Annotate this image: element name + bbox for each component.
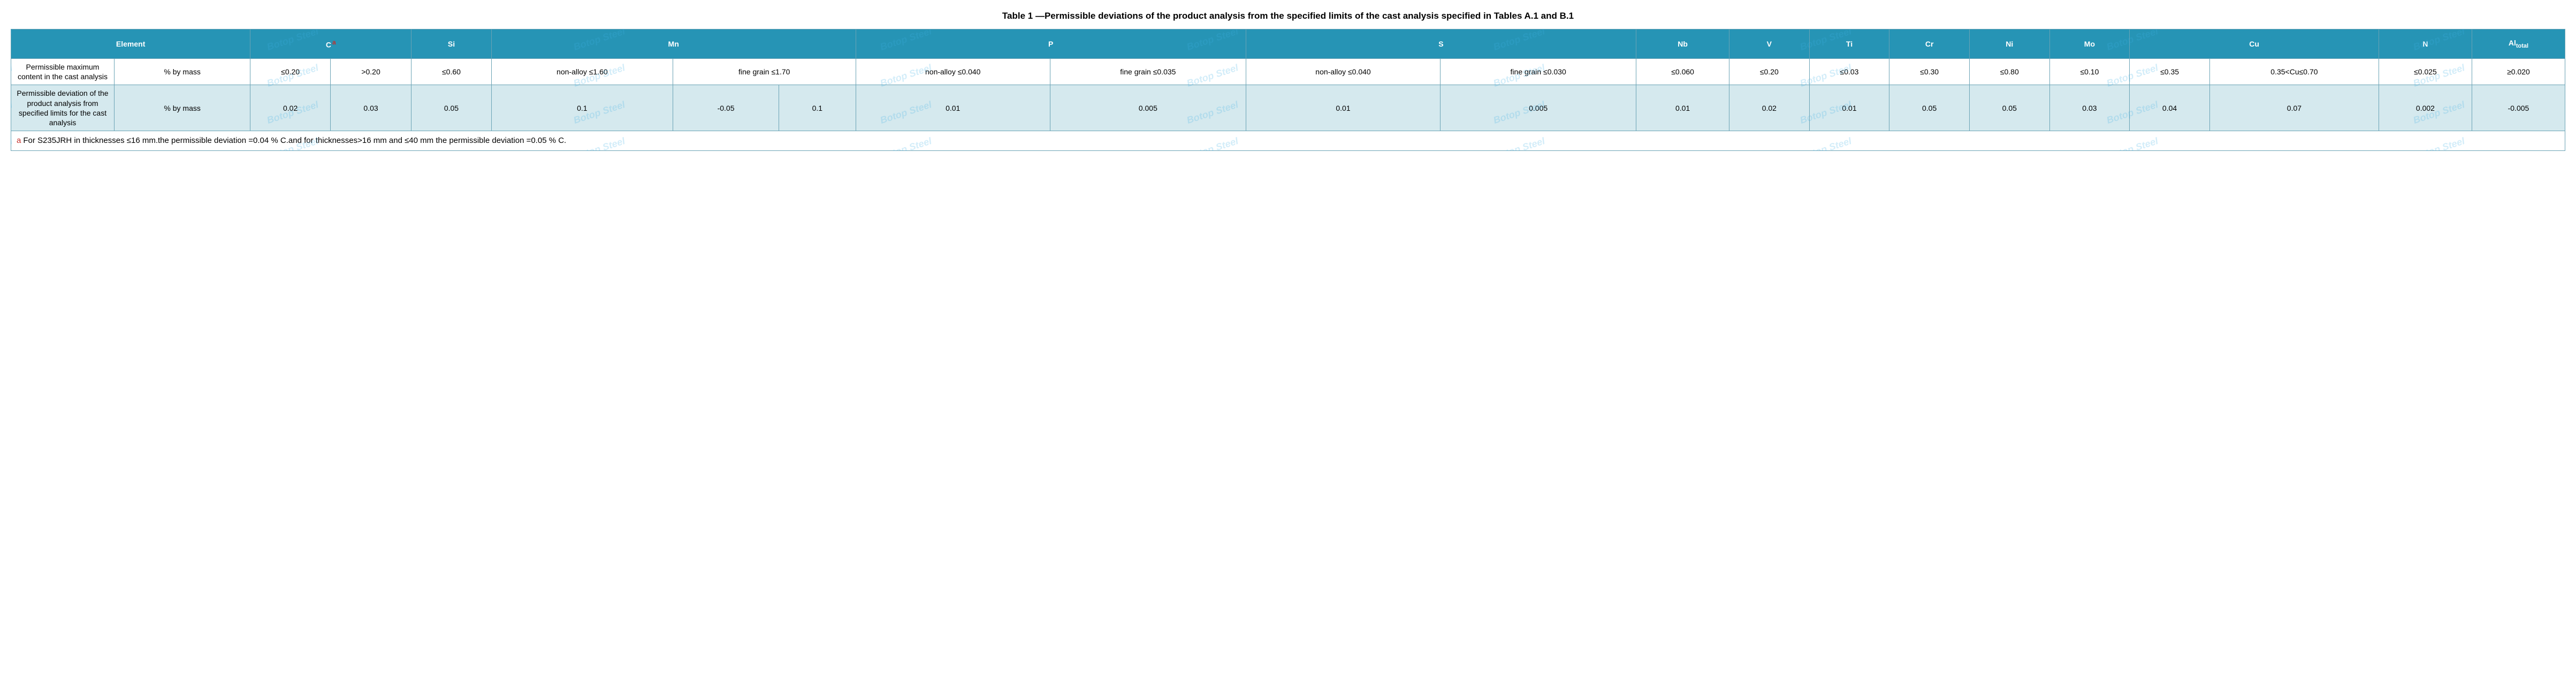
col-ni: Ni (1969, 29, 2049, 59)
row1-si: ≤0.60 (411, 59, 492, 85)
col-cr: Cr (1889, 29, 1970, 59)
row1-mn-fg: fine grain ≤1.70 (673, 59, 856, 85)
row1-n: ≤0.025 (2379, 59, 2472, 85)
row2-mo: 0.03 (2049, 85, 2130, 131)
row2-c1: 0.02 (250, 85, 331, 131)
row2-p-fg: 0.005 (1050, 85, 1246, 131)
col-mn: Mn (491, 29, 856, 59)
row2-s-fg: 0.005 (1441, 85, 1636, 131)
row1-al: ≥0.020 (2472, 59, 2565, 85)
row1-ti: ≤0.03 (1809, 59, 1889, 85)
row2-s-na: 0.01 (1246, 85, 1440, 131)
row2-c2: 0.03 (330, 85, 411, 131)
col-cu: Cu (2130, 29, 2379, 59)
row2-cu2: 0.07 (2209, 85, 2379, 131)
row2-n: 0.002 (2379, 85, 2472, 131)
col-v: V (1729, 29, 1810, 59)
row2-cu1: 0.04 (2130, 85, 2210, 131)
row1-v: ≤0.20 (1729, 59, 1810, 85)
row2-si: 0.05 (411, 85, 492, 131)
header-row: Element Ca Si Mn P S Nb V Ti Cr Ni Mo Cu… (11, 29, 2565, 59)
row1-cu2: 0.35<Cu≤0.70 (2209, 59, 2379, 85)
row1-c1: ≤0.20 (250, 59, 331, 85)
col-ti: Ti (1809, 29, 1889, 59)
row1-s-fg: fine grain ≤0.030 (1441, 59, 1636, 85)
row1-mn-na: non-alloy ≤1.60 (491, 59, 673, 85)
row2-cr: 0.05 (1889, 85, 1970, 131)
row2-nb: 0.01 (1636, 85, 1729, 131)
col-mo: Mo (2049, 29, 2130, 59)
row1-p-na: non-alloy ≤0.040 (856, 59, 1050, 85)
row2-v: 0.02 (1729, 85, 1810, 131)
row2-ni: 0.05 (1969, 85, 2049, 131)
col-p: P (856, 29, 1246, 59)
row2-unit: % by mass (115, 85, 250, 131)
col-c-sup: a (331, 39, 336, 46)
col-s: S (1246, 29, 1636, 59)
row1-label: Permissible maximum content in the cast … (11, 59, 115, 85)
row2-p-na: 0.01 (856, 85, 1050, 131)
footnote-row: aFor S235JRH in thicknesses ≤16 mm.the p… (11, 131, 2565, 151)
row2-label: Permissible deviation of the product ana… (11, 85, 115, 131)
row1-p-fg: fine grain ≤0.035 (1050, 59, 1246, 85)
col-si: Si (411, 29, 492, 59)
row1-nb: ≤0.060 (1636, 59, 1729, 85)
row2-mn-na: 0.1 (491, 85, 673, 131)
col-n: N (2379, 29, 2472, 59)
row1-unit: % by mass (115, 59, 250, 85)
col-al: Altotal (2472, 29, 2565, 59)
col-c: Ca (250, 29, 411, 59)
row2-ti: 0.01 (1809, 85, 1889, 131)
footnote-cell: aFor S235JRH in thicknesses ≤16 mm.the p… (11, 131, 2565, 151)
col-nb: Nb (1636, 29, 1729, 59)
footnote-marker: a (17, 136, 23, 145)
row2-mn-fg-a: -0.05 (673, 85, 779, 131)
row1-c2: >0.20 (330, 59, 411, 85)
row1-cu1: ≤0.35 (2130, 59, 2210, 85)
table-title: Table 1 —Permissible deviations of the p… (11, 11, 2565, 21)
row1-s-na: non-alloy ≤0.040 (1246, 59, 1440, 85)
col-al-sub: total (2516, 43, 2528, 49)
row1-cr: ≤0.30 (1889, 59, 1970, 85)
table-container: Botop SteelBotop SteelBotop SteelBotop S… (11, 29, 2565, 151)
col-c-label: C (326, 40, 331, 49)
row-deviation: Permissible deviation of the product ana… (11, 85, 2565, 131)
col-element: Element (11, 29, 250, 59)
row-max-content: Permissible maximum content in the cast … (11, 59, 2565, 85)
col-al-label: Al (2509, 39, 2516, 47)
row1-mo: ≤0.10 (2049, 59, 2130, 85)
footnote-text: For S235JRH in thicknesses ≤16 mm.the pe… (23, 136, 566, 145)
deviation-table: Element Ca Si Mn P S Nb V Ti Cr Ni Mo Cu… (11, 29, 2565, 151)
row2-al: -0.005 (2472, 85, 2565, 131)
row2-mn-fg-b: 0.1 (779, 85, 856, 131)
row1-ni: ≤0.80 (1969, 59, 2049, 85)
